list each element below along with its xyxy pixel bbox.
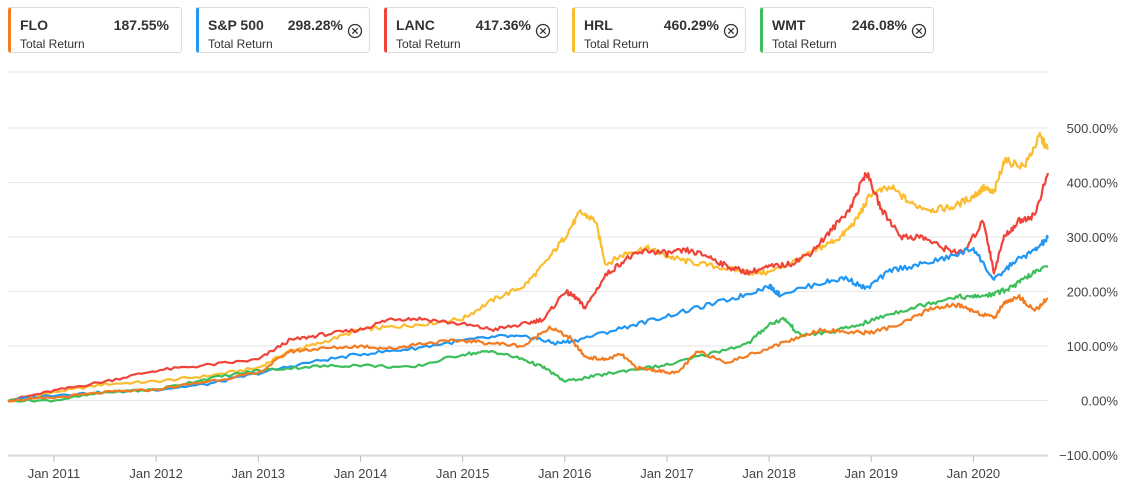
- legend-card-flo[interactable]: FLO 187.55% Total Return: [8, 7, 182, 53]
- x-tick-label: Jan 2016: [538, 466, 592, 481]
- x-tick-label: Jan 2019: [845, 466, 899, 481]
- x-tick-label: Jan 2018: [742, 466, 796, 481]
- legend-sublabel: Total Return: [208, 37, 273, 51]
- legend-ticker: HRL: [584, 17, 613, 33]
- x-tick-label: Jan 2012: [129, 466, 183, 481]
- y-tick-label: 0.00%: [1081, 394, 1118, 409]
- legend-card-lanc[interactable]: LANC 417.36% Total Return: [384, 7, 558, 53]
- x-tick-label: Jan 2015: [436, 466, 490, 481]
- series-line-wmt: [7, 265, 1049, 403]
- chart-gridlines: [8, 71, 1048, 456]
- remove-circle-x-icon[interactable]: [347, 23, 363, 39]
- legend-value: 417.36%: [475, 17, 531, 33]
- y-tick-label: 300.00%: [1067, 230, 1119, 245]
- x-tick-label: Jan 2011: [28, 466, 81, 481]
- y-tick-label: −100.00%: [1059, 448, 1118, 463]
- remove-circle-x-icon[interactable]: [535, 23, 551, 39]
- legend-card-sp500[interactable]: S&P 500 298.28% Total Return: [196, 7, 370, 53]
- y-axis-labels: 500.00% 400.00% 300.00% 200.00% 100.00% 0.00%…: [1059, 121, 1118, 463]
- chart-series: [7, 131, 1050, 403]
- x-tick-label: Jan 2013: [232, 466, 286, 481]
- legend-value: 187.55%: [113, 17, 169, 33]
- legend-ticker: WMT: [772, 17, 806, 33]
- legend-value: 246.08%: [851, 17, 907, 33]
- legend-card-wmt[interactable]: WMT 246.08% Total Return: [760, 7, 934, 53]
- legend-sublabel: Total Return: [20, 37, 85, 51]
- legend-ticker: FLO: [20, 17, 48, 33]
- legend-ticker: LANC: [396, 17, 435, 33]
- y-tick-label: 200.00%: [1067, 285, 1119, 300]
- x-tick-label: Jan 2014: [334, 466, 388, 481]
- series-line-flo: [7, 294, 1049, 403]
- legend-value: 298.28%: [287, 17, 343, 33]
- legend-value: 460.29%: [663, 17, 719, 33]
- y-tick-label: 100.00%: [1067, 339, 1119, 354]
- legend-sublabel: Total Return: [584, 37, 649, 51]
- series-line-lanc: [7, 172, 1050, 403]
- legend-sublabel: Total Return: [396, 37, 461, 51]
- legend-ticker: S&P 500: [208, 17, 264, 33]
- x-axis: Jan 2011 Jan 2012 Jan 2013 Jan 2014 Jan 2015…: [8, 455, 1048, 481]
- x-tick-label: Jan 2020: [947, 466, 1001, 481]
- legend-card-hrl[interactable]: HRL 460.29% Total Return: [572, 7, 746, 53]
- remove-circle-x-icon[interactable]: [723, 23, 739, 39]
- legend-sublabel: Total Return: [772, 37, 837, 51]
- remove-circle-x-icon[interactable]: [911, 23, 927, 39]
- x-tick-label: Jan 2017: [640, 466, 694, 481]
- series-line-s-p-500: [7, 234, 1050, 403]
- y-tick-label: 500.00%: [1067, 121, 1119, 136]
- legend: FLO 187.55% Total Return S&P 500 298.28%…: [8, 7, 948, 55]
- y-tick-label: 400.00%: [1067, 176, 1119, 191]
